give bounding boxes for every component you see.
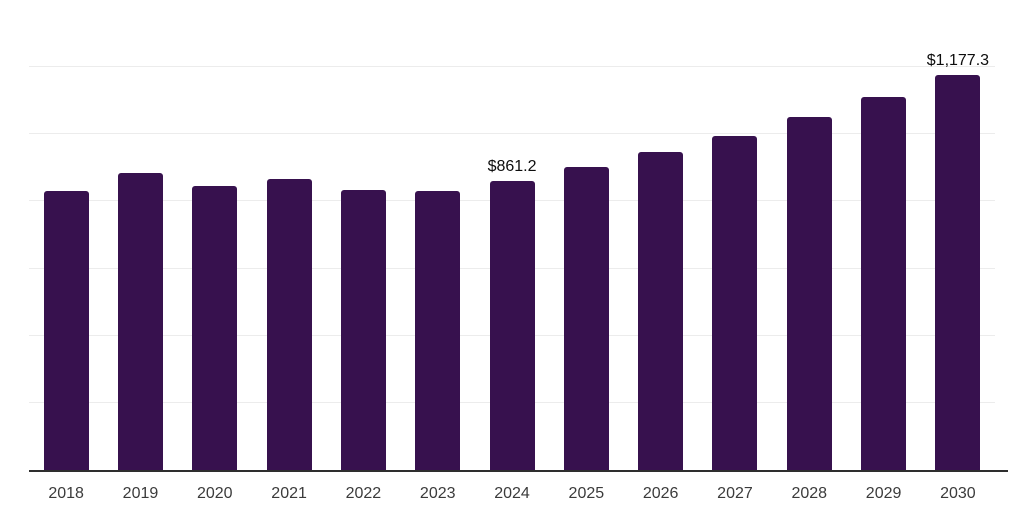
bar [43,191,89,470]
bar-group [326,190,400,470]
bar-group [549,167,623,470]
bar: $1,177.3 [927,52,989,470]
x-axis-label: 2028 [791,485,828,502]
bar-group [401,190,475,470]
bar-group: $1,177.3 [921,52,995,470]
bar-group [29,191,103,470]
x-axis-label: 2030 [940,485,976,502]
bar [266,179,312,470]
bar-group [846,96,920,470]
bar [638,152,684,470]
data-label: $1,177.3 [926,51,990,69]
x-axis-label: 2022 [345,485,382,502]
data-label: $861.2 [487,157,537,175]
x-axis-label: 2025 [568,485,605,502]
gridline [29,133,995,135]
bars: $861.2 $1,177.3 [29,0,995,470]
bar-group [698,135,772,470]
x-axis-label: 2021 [271,485,307,502]
bar [563,167,609,470]
x-axis-label: 2027 [717,485,753,502]
x-axis-labels: 2018 2019 2020 2021 2022 2023 2024 2025 2026 2027… [29,484,995,503]
x-axis-label: 2024 [494,485,530,502]
x-axis-label: 2029 [865,485,902,502]
bar [786,117,832,470]
bar-group [252,179,326,470]
bar [340,190,386,470]
bar-group [772,117,846,470]
x-axis-label: 2026 [642,485,679,502]
x-axis-label: 2019 [122,485,159,502]
bar [117,173,163,470]
bar-group [103,173,177,470]
bar-group [178,186,252,470]
x-axis-label: 2023 [419,485,456,502]
x-axis-label: 2018 [48,485,84,502]
bar [415,190,461,470]
bar-group: $861.2 [475,158,549,470]
bar [192,186,238,470]
gridline [29,66,995,68]
bar: $861.2 [488,158,537,470]
bar-group [624,152,698,470]
bar [712,135,758,470]
x-axis-label: 2020 [196,485,233,502]
bar [861,96,907,470]
x-axis-line [29,470,1008,472]
plot-area: $861.2 $1,177.3 [29,0,995,470]
